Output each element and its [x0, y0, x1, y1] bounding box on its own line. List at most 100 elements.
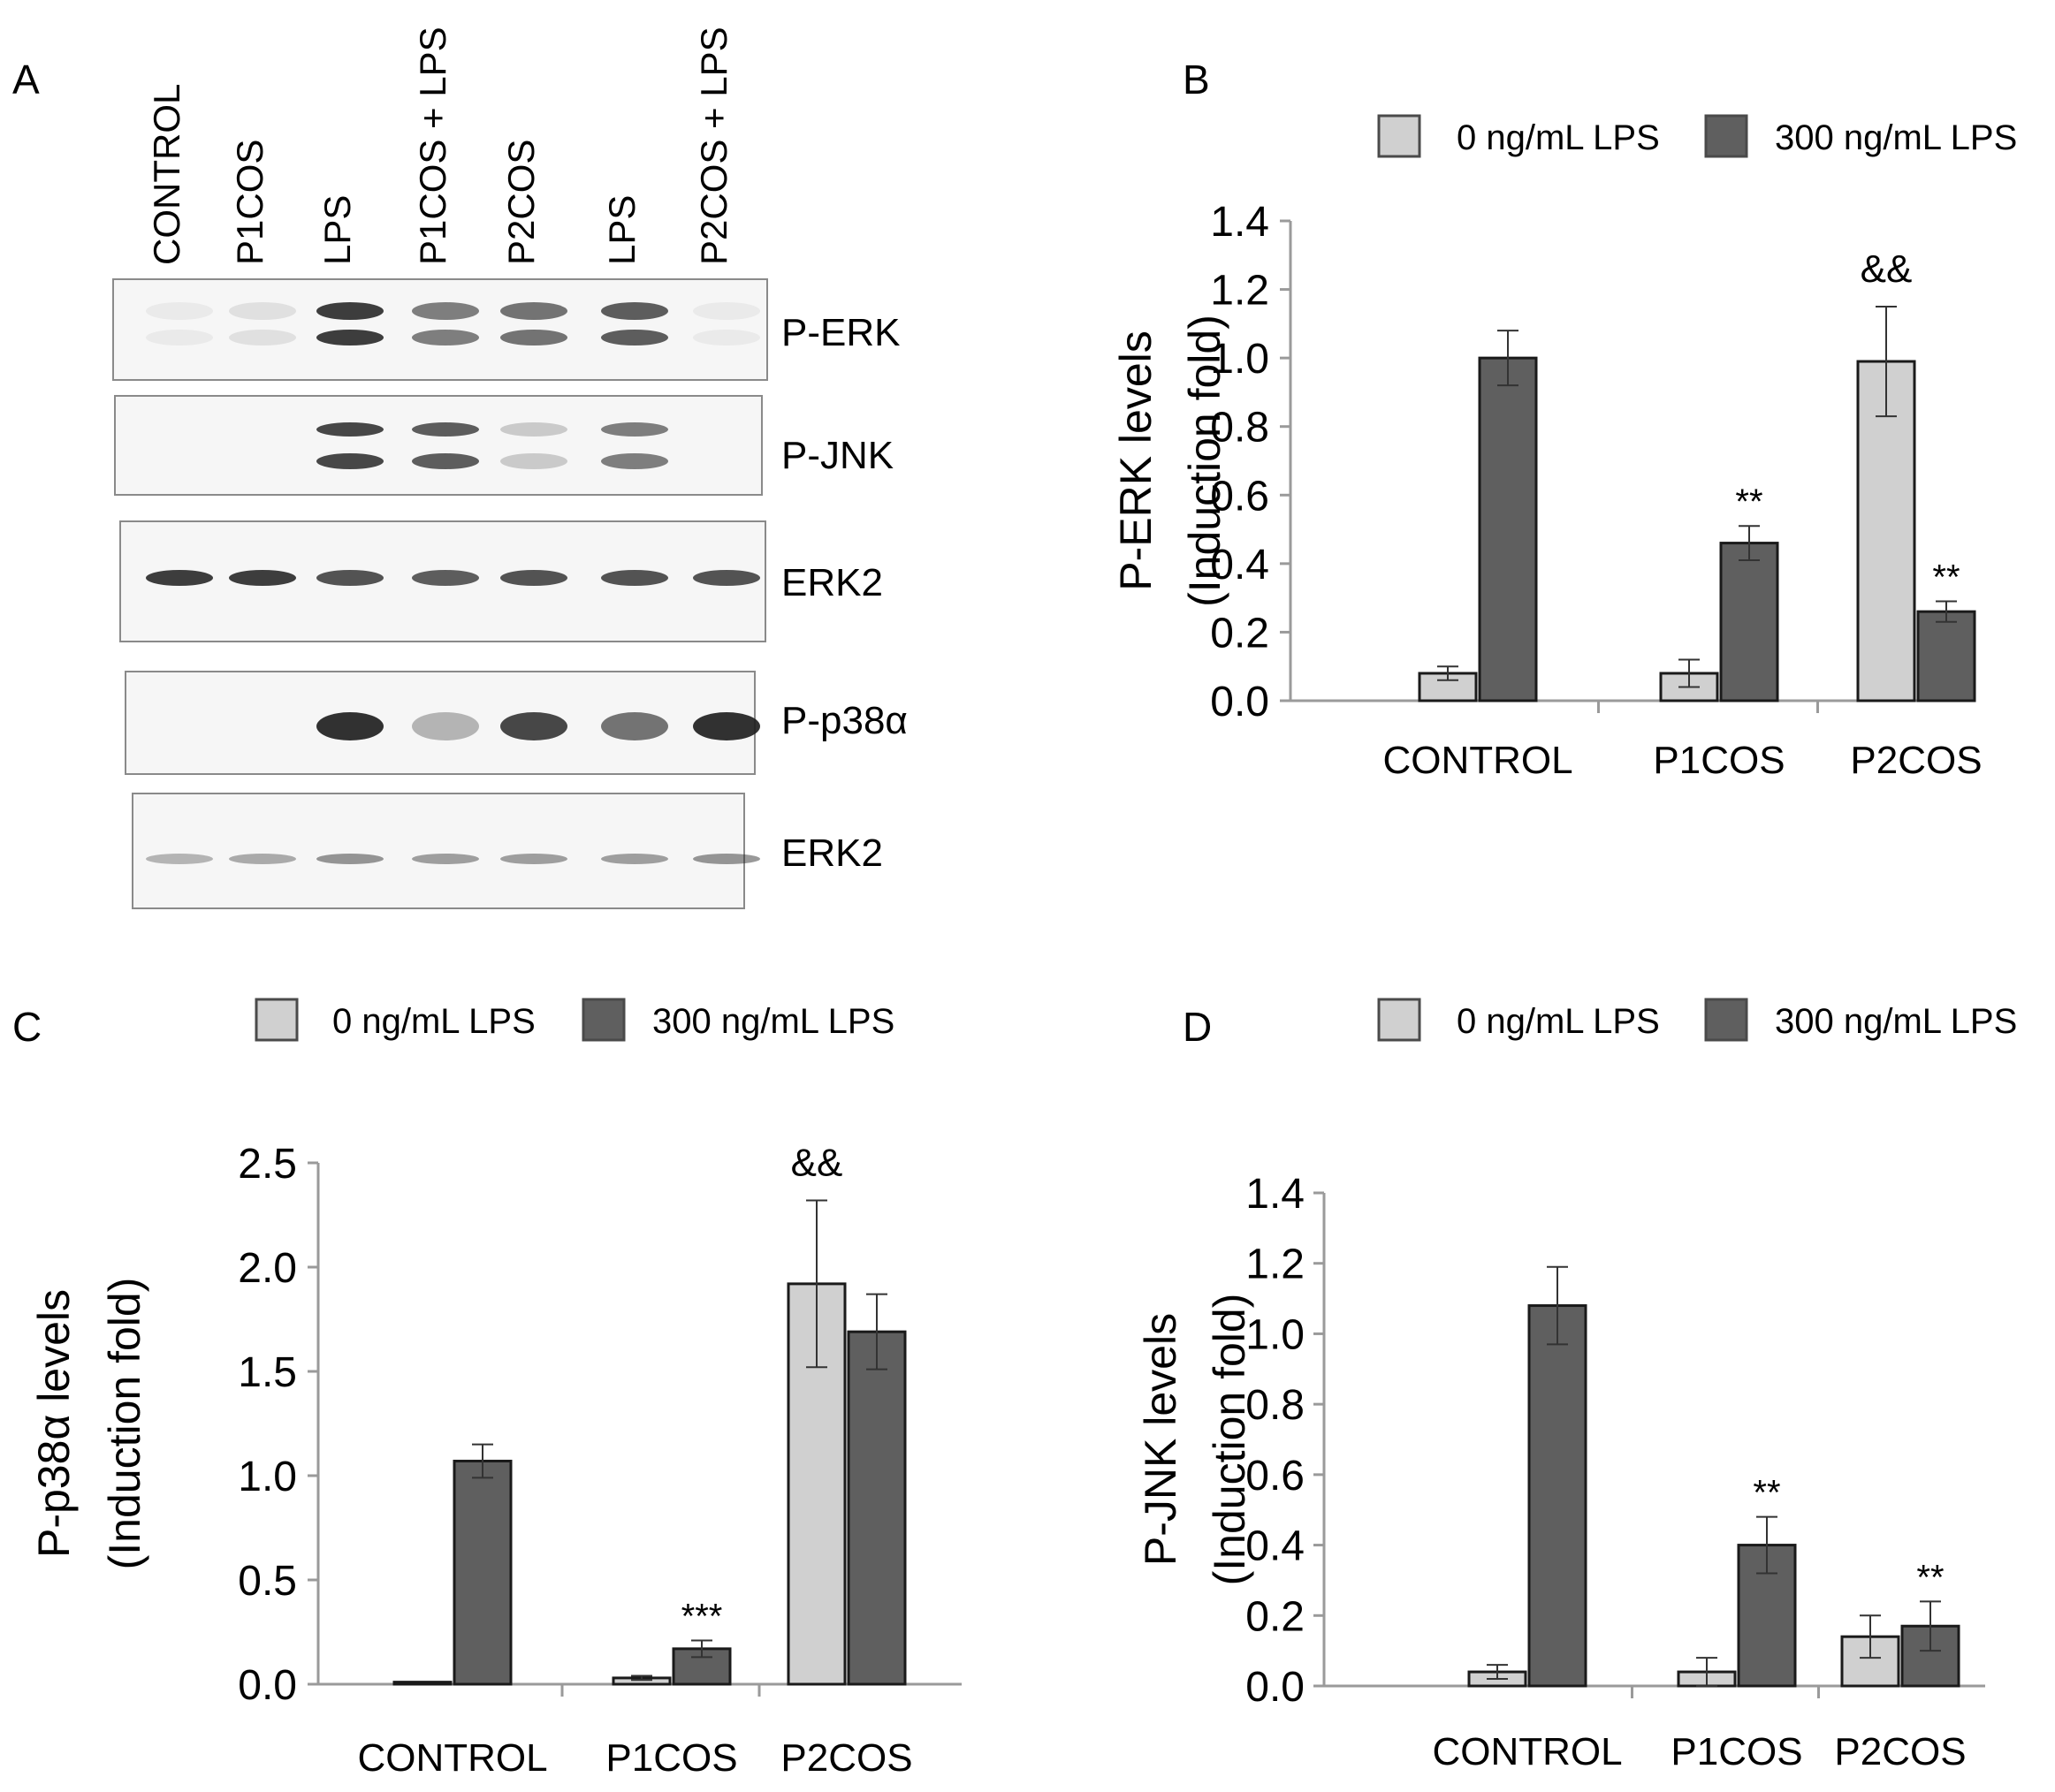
blot-strip	[125, 671, 760, 775]
x-category-label: P2COS	[780, 1736, 912, 1780]
bar	[1737, 1544, 1797, 1688]
legend-swatch	[582, 998, 626, 1042]
y-tick-label: 2.0	[238, 1245, 297, 1292]
bar	[1916, 610, 1976, 702]
y-axis-label: (Induction fold)	[1180, 315, 1229, 607]
y-axis-label: (Induction fold)	[100, 1278, 149, 1570]
blot-band	[412, 712, 479, 740]
error-bar	[1547, 1265, 1568, 1346]
x-category-label: CONTROL	[357, 1736, 547, 1780]
y-tick-label: 1.4	[1210, 199, 1269, 246]
legend-swatch	[1377, 114, 1421, 158]
lane-label: LPS	[601, 195, 643, 265]
blot-band	[412, 453, 479, 469]
x-category-label: P1COS	[605, 1736, 737, 1780]
y-axis-label: P-p38α levels	[29, 1289, 79, 1558]
blot-band	[146, 854, 213, 864]
x-category-label: CONTROL	[1382, 739, 1572, 782]
legend: 0 ng/mL LPS 300 ng/mL LPS	[1377, 998, 2017, 1042]
blot-label-p-jnk: P-JNK	[781, 434, 894, 477]
blot-frame	[114, 395, 763, 496]
x-category-label: P1COS	[1653, 739, 1785, 782]
error-bar	[631, 1674, 652, 1682]
lane-label: P1COS + LPS	[412, 27, 453, 265]
blot-label-p-p38a: P-p38α	[781, 699, 908, 742]
blot-band	[500, 712, 567, 740]
blot-band	[412, 854, 479, 864]
y-tick-label: 1.2	[1210, 268, 1269, 315]
lane-label: CONTROL	[146, 84, 187, 265]
blot-band	[601, 422, 668, 437]
chart-panel-b: 0 ng/mL LPS 300 ng/mL LPS 0.0 0.2 0.4 0.6 0.8 1…	[1111, 114, 2017, 782]
blot-frame	[132, 793, 745, 909]
blot-band	[693, 712, 760, 740]
y-tick-label: 0.6	[1210, 473, 1269, 520]
y-tick-label: 0.2	[1210, 610, 1269, 657]
blot-band	[412, 302, 479, 320]
significance-marker: **	[1932, 558, 1960, 597]
lane-label: LPS	[316, 195, 358, 265]
error-bar	[1678, 658, 1700, 688]
error-bar	[1920, 1600, 1941, 1652]
y-axis-label: P-JNK levels	[1136, 1313, 1185, 1566]
x-category-label: P1COS	[1671, 1730, 1802, 1773]
error-bar	[1936, 600, 1957, 623]
blot-band	[412, 330, 479, 345]
error-bar	[472, 1443, 493, 1479]
blot-band	[601, 302, 668, 320]
y-tick-label: 1.4	[1245, 1171, 1305, 1218]
blot-band	[316, 854, 384, 864]
blot-band	[316, 570, 384, 586]
bar	[1856, 360, 1916, 702]
y-tick-label: 0.5	[238, 1558, 297, 1605]
western-blot-panel: CONTROL P1COS LPS P1COS + LPS P2COS LPS …	[112, 27, 908, 909]
significance-marker: **	[1753, 1474, 1780, 1513]
chart-panel-c: 0 ng/mL LPS 300 ng/mL LPS 0.0 0.5 1.0 1.5 2.0 2…	[29, 998, 962, 1780]
lane-label: P2COS + LPS	[693, 27, 734, 265]
bar	[392, 1681, 453, 1686]
x-category-label: P2COS	[1850, 739, 1982, 782]
legend: 0 ng/mL LPS 300 ng/mL LPS	[1377, 114, 2017, 158]
y-tick-label: 1.2	[1245, 1241, 1305, 1288]
error-bar	[1756, 1515, 1777, 1575]
legend-label: 0 ng/mL LPS	[1457, 118, 1660, 157]
blot-label-erk2: ERK2	[781, 561, 883, 604]
blot-label-erk2-second: ERK2	[781, 831, 883, 875]
bar	[453, 1459, 513, 1686]
y-tick-label: 1.0	[1245, 1311, 1305, 1358]
y-tick-label: 0.0	[1245, 1664, 1305, 1711]
panel-letter-b: B	[1183, 57, 1210, 103]
blot-band	[500, 570, 567, 586]
x-category-label: P2COS	[1834, 1730, 1966, 1773]
legend-swatch	[1704, 998, 1748, 1042]
legend-label: 300 ng/mL LPS	[1775, 1002, 2017, 1041]
blot-band	[229, 302, 296, 320]
y-tick-label: 0.0	[1210, 679, 1269, 725]
blot-band	[601, 570, 668, 586]
y-tick-label: 0.4	[1245, 1523, 1305, 1570]
legend-swatch	[255, 998, 299, 1042]
blot-band	[316, 330, 384, 345]
significance-marker: **	[1735, 482, 1762, 521]
blot-frame	[112, 278, 768, 381]
legend-swatch	[1704, 114, 1748, 158]
blot-band	[693, 570, 760, 586]
blot-band	[146, 570, 213, 586]
significance-marker: &&	[1861, 247, 1913, 291]
x-category-label: CONTROL	[1432, 1730, 1622, 1773]
y-tick-label: 1.0	[238, 1454, 297, 1500]
blot-strip	[114, 395, 763, 496]
y-tick-label: 0.0	[238, 1662, 297, 1709]
blot-band	[316, 453, 384, 469]
bar	[1719, 542, 1779, 702]
legend-label: 0 ng/mL LPS	[1457, 1002, 1660, 1041]
y-tick-label: 0.6	[1245, 1453, 1305, 1500]
error-bar	[1739, 525, 1760, 561]
blot-strip	[132, 793, 760, 909]
significance-marker: ***	[681, 1597, 723, 1636]
blot-band	[500, 302, 567, 320]
blot-band	[601, 854, 668, 864]
y-tick-label: 1.5	[238, 1349, 297, 1396]
legend: 0 ng/mL LPS 300 ng/mL LPS	[255, 998, 894, 1042]
